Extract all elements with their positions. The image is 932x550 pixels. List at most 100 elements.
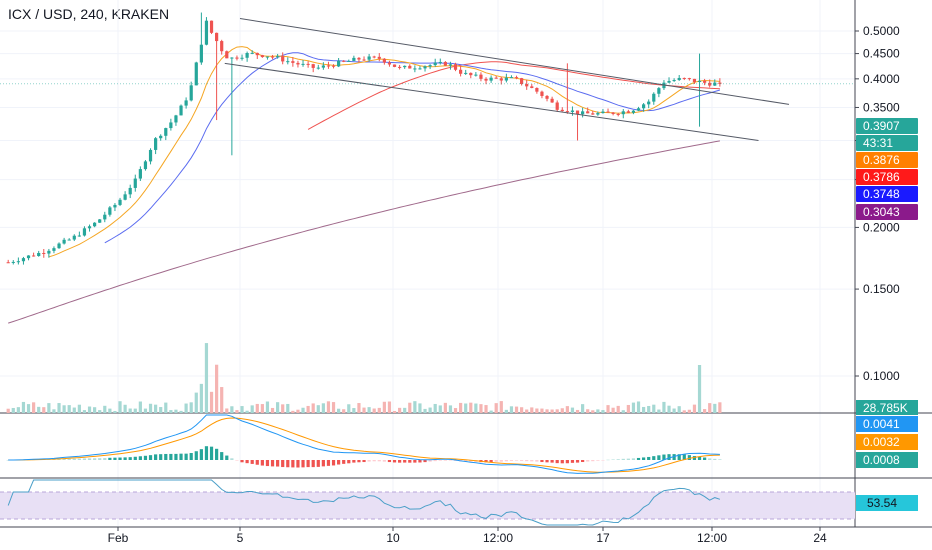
macd-histogram-bar [154,454,158,460]
price-tag-label: 0.3907 [863,119,900,133]
price-axis[interactable]: 0.50000.45000.40000.35000.30000.25000.20… [855,24,918,511]
volume-bar [357,403,361,413]
volume-bar [265,401,270,413]
macd-histogram-bar [316,460,320,467]
rsi-line [7,479,721,526]
macd-histogram-bar [367,460,371,462]
macd-histogram-bar [565,460,569,464]
candle-body [98,219,102,223]
volume-bar [489,410,493,413]
macd-histogram-bar [209,446,214,460]
volume-bar [296,409,300,413]
candle-body [606,111,610,113]
macd-histogram-bar [270,460,275,467]
macd-tag-label: 0.0041 [863,417,900,431]
macd-histogram-bar [606,459,610,461]
volume-bar [433,403,437,413]
candle-body [138,169,142,179]
volume-bar [133,408,137,413]
candle-body [596,113,600,115]
price-tag-label: 43:31 [863,136,893,150]
candle-body [148,149,153,162]
macd-histogram-bar [276,460,280,467]
macd-histogram-bar [647,456,651,460]
volume-bar [281,404,285,413]
macd-histogram-bar [601,460,605,461]
volume-bar [113,410,117,413]
macd-histogram-bar [240,460,244,463]
candle-body [626,111,630,113]
volume-bar [77,404,81,413]
macd-histogram-bar [530,460,534,462]
volume-bar [672,408,676,413]
time-axis[interactable]: Feb 5 10 12:00 17 12:00 24 [108,527,827,545]
time-tick-label: 10 [386,531,400,545]
candle-body [321,65,325,68]
volume-bar [514,406,519,413]
macd-histogram-bar [550,460,554,463]
volume-bar [362,407,366,413]
macd-histogram-bar [255,460,259,465]
candle-body [479,74,483,79]
volume-bar [82,410,87,413]
candle-body [331,65,336,67]
volume-bar [403,407,407,413]
macd-histogram-bar [250,460,254,464]
volume-bar [47,403,51,413]
macd-signal-line [8,417,720,473]
volume-bar [611,407,615,413]
macd-histogram-bar [296,460,300,468]
volume-bar [464,403,468,413]
volume-bar [184,403,188,413]
candle-body [525,83,529,87]
macd-histogram-bar [677,454,681,460]
candle-body [586,111,590,114]
macd-histogram-bar [286,460,290,468]
candle-body [509,77,514,79]
volume-bar [108,408,112,413]
price-tag-box [856,204,918,220]
macd-histogram-bar [169,453,173,460]
volume-bar [382,401,386,413]
rsi-pane[interactable] [0,479,855,526]
candle-body [387,62,392,65]
macd-histogram-bar [77,458,81,460]
candle-body [11,261,15,263]
macd-histogram-bar [398,460,402,463]
macd-histogram-bar [337,460,341,465]
price-pane[interactable] [0,12,855,324]
macd-histogram-bar [413,460,417,463]
macd-histogram-bar [464,460,468,462]
candle-body [469,72,473,76]
volume-bar [194,392,198,413]
macd-histogram-bar [133,456,137,460]
candle-body [672,80,676,82]
candle-body [591,113,595,115]
candle-body [453,64,458,70]
candle-body [392,64,397,67]
candle-body [616,113,620,115]
macd-pane[interactable] [6,414,722,474]
candle-body [154,138,158,150]
volume-bar [220,387,224,413]
candle-body [113,204,117,208]
candle-body [225,51,229,59]
volume-bar [204,343,209,413]
upper-channel-trendline [239,18,790,105]
candle-body [718,82,722,84]
candle-body [677,77,681,81]
volume-bar [118,401,122,413]
macd-histogram-bar [504,460,508,462]
volume-bar [286,403,290,413]
candle-body [169,122,173,129]
candle-body [484,78,488,81]
candle-body [265,56,270,58]
volume-bar [601,410,605,413]
candle-body [575,110,580,115]
macd-histogram-bar [703,457,707,460]
volume-bar [606,405,610,413]
candle-body [499,78,503,81]
candle-body [408,65,412,69]
candle-body [342,60,346,62]
